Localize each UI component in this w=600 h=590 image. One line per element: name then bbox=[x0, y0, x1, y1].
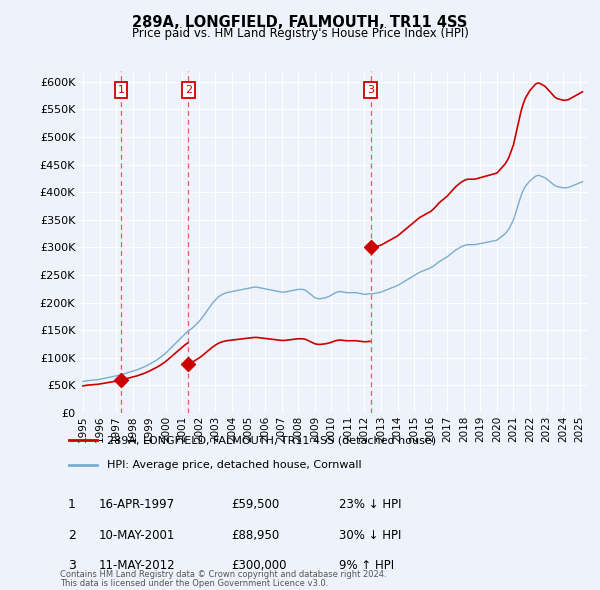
Text: This data is licensed under the Open Government Licence v3.0.: This data is licensed under the Open Gov… bbox=[60, 579, 328, 588]
Text: 3: 3 bbox=[367, 85, 374, 95]
Text: £59,500: £59,500 bbox=[231, 498, 279, 511]
Text: HPI: Average price, detached house, Cornwall: HPI: Average price, detached house, Corn… bbox=[107, 460, 361, 470]
Text: £88,950: £88,950 bbox=[231, 529, 279, 542]
Text: 16-APR-1997: 16-APR-1997 bbox=[99, 498, 175, 511]
Text: Contains HM Land Registry data © Crown copyright and database right 2024.: Contains HM Land Registry data © Crown c… bbox=[60, 571, 386, 579]
Text: 11-MAY-2012: 11-MAY-2012 bbox=[99, 559, 176, 572]
Text: 10-MAY-2001: 10-MAY-2001 bbox=[99, 529, 175, 542]
Text: 3: 3 bbox=[68, 559, 76, 572]
Text: Price paid vs. HM Land Registry's House Price Index (HPI): Price paid vs. HM Land Registry's House … bbox=[131, 27, 469, 40]
Text: 23% ↓ HPI: 23% ↓ HPI bbox=[339, 498, 401, 511]
Text: 289A, LONGFIELD, FALMOUTH, TR11 4SS (detached house): 289A, LONGFIELD, FALMOUTH, TR11 4SS (det… bbox=[107, 435, 436, 445]
Text: 2: 2 bbox=[68, 529, 76, 542]
Text: 289A, LONGFIELD, FALMOUTH, TR11 4SS: 289A, LONGFIELD, FALMOUTH, TR11 4SS bbox=[133, 15, 467, 30]
Text: 9% ↑ HPI: 9% ↑ HPI bbox=[339, 559, 394, 572]
Text: 1: 1 bbox=[118, 85, 124, 95]
Text: 2: 2 bbox=[185, 85, 192, 95]
Text: 30% ↓ HPI: 30% ↓ HPI bbox=[339, 529, 401, 542]
Text: 1: 1 bbox=[68, 498, 76, 511]
Text: £300,000: £300,000 bbox=[231, 559, 287, 572]
